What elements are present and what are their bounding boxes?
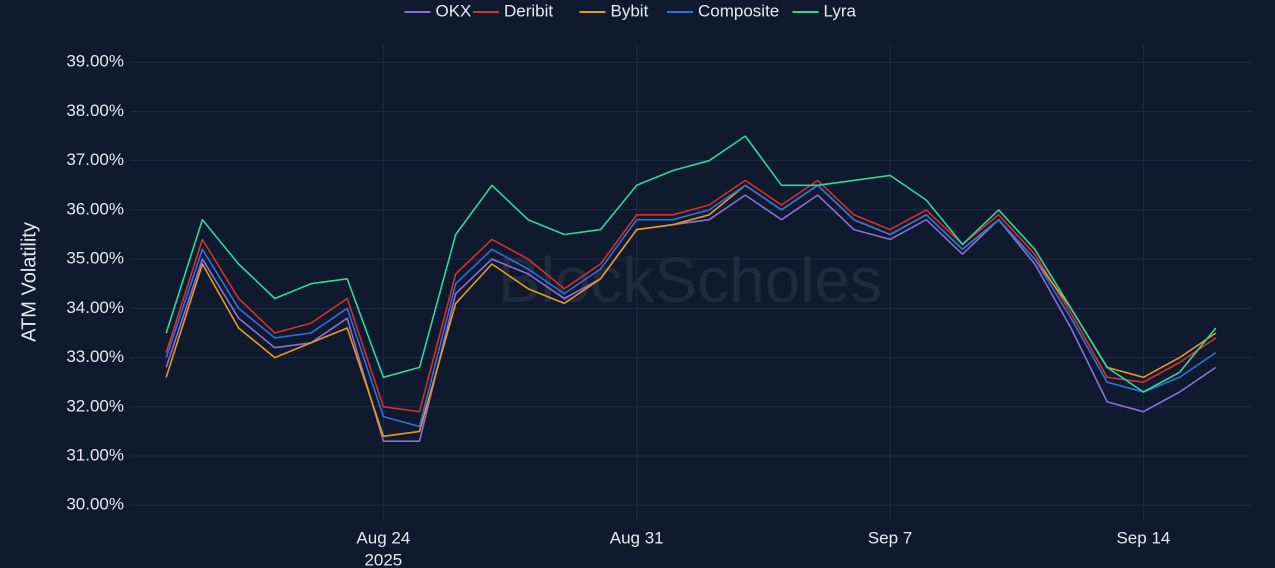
- legend-label: OKX: [436, 1, 472, 20]
- legend-label: Lyra: [824, 1, 857, 20]
- series-line: [165, 184, 1217, 428]
- series-line: [165, 135, 1217, 393]
- y-tick-label: 32.00%: [66, 396, 124, 415]
- legend-label: Deribit: [504, 1, 553, 20]
- x-tick-label: Sep 7: [868, 528, 912, 547]
- x-year-label: 2025: [364, 550, 402, 568]
- watermark: BlockScholes: [498, 244, 882, 316]
- y-tick-label: 33.00%: [66, 347, 124, 366]
- x-tick-label: Aug 24: [356, 528, 410, 547]
- y-tick-label: 36.00%: [66, 199, 124, 218]
- y-tick-label: 38.00%: [66, 101, 124, 120]
- series-line: [165, 184, 1217, 438]
- y-tick-label: 37.00%: [66, 150, 124, 169]
- series-line: [165, 179, 1217, 413]
- y-tick-label: 39.00%: [66, 52, 124, 71]
- y-tick-label: 35.00%: [66, 249, 124, 268]
- y-axis-label: ATM Volatility: [18, 222, 40, 342]
- legend-label: Bybit: [611, 1, 649, 20]
- y-tick-label: 31.00%: [66, 445, 124, 464]
- series-line: [165, 194, 1217, 442]
- x-tick-label: Aug 31: [610, 528, 664, 547]
- y-tick-label: 34.00%: [66, 298, 124, 317]
- y-tick-label: 30.00%: [66, 495, 124, 514]
- legend-label: Composite: [698, 1, 779, 20]
- x-tick-label: Sep 14: [1116, 528, 1170, 547]
